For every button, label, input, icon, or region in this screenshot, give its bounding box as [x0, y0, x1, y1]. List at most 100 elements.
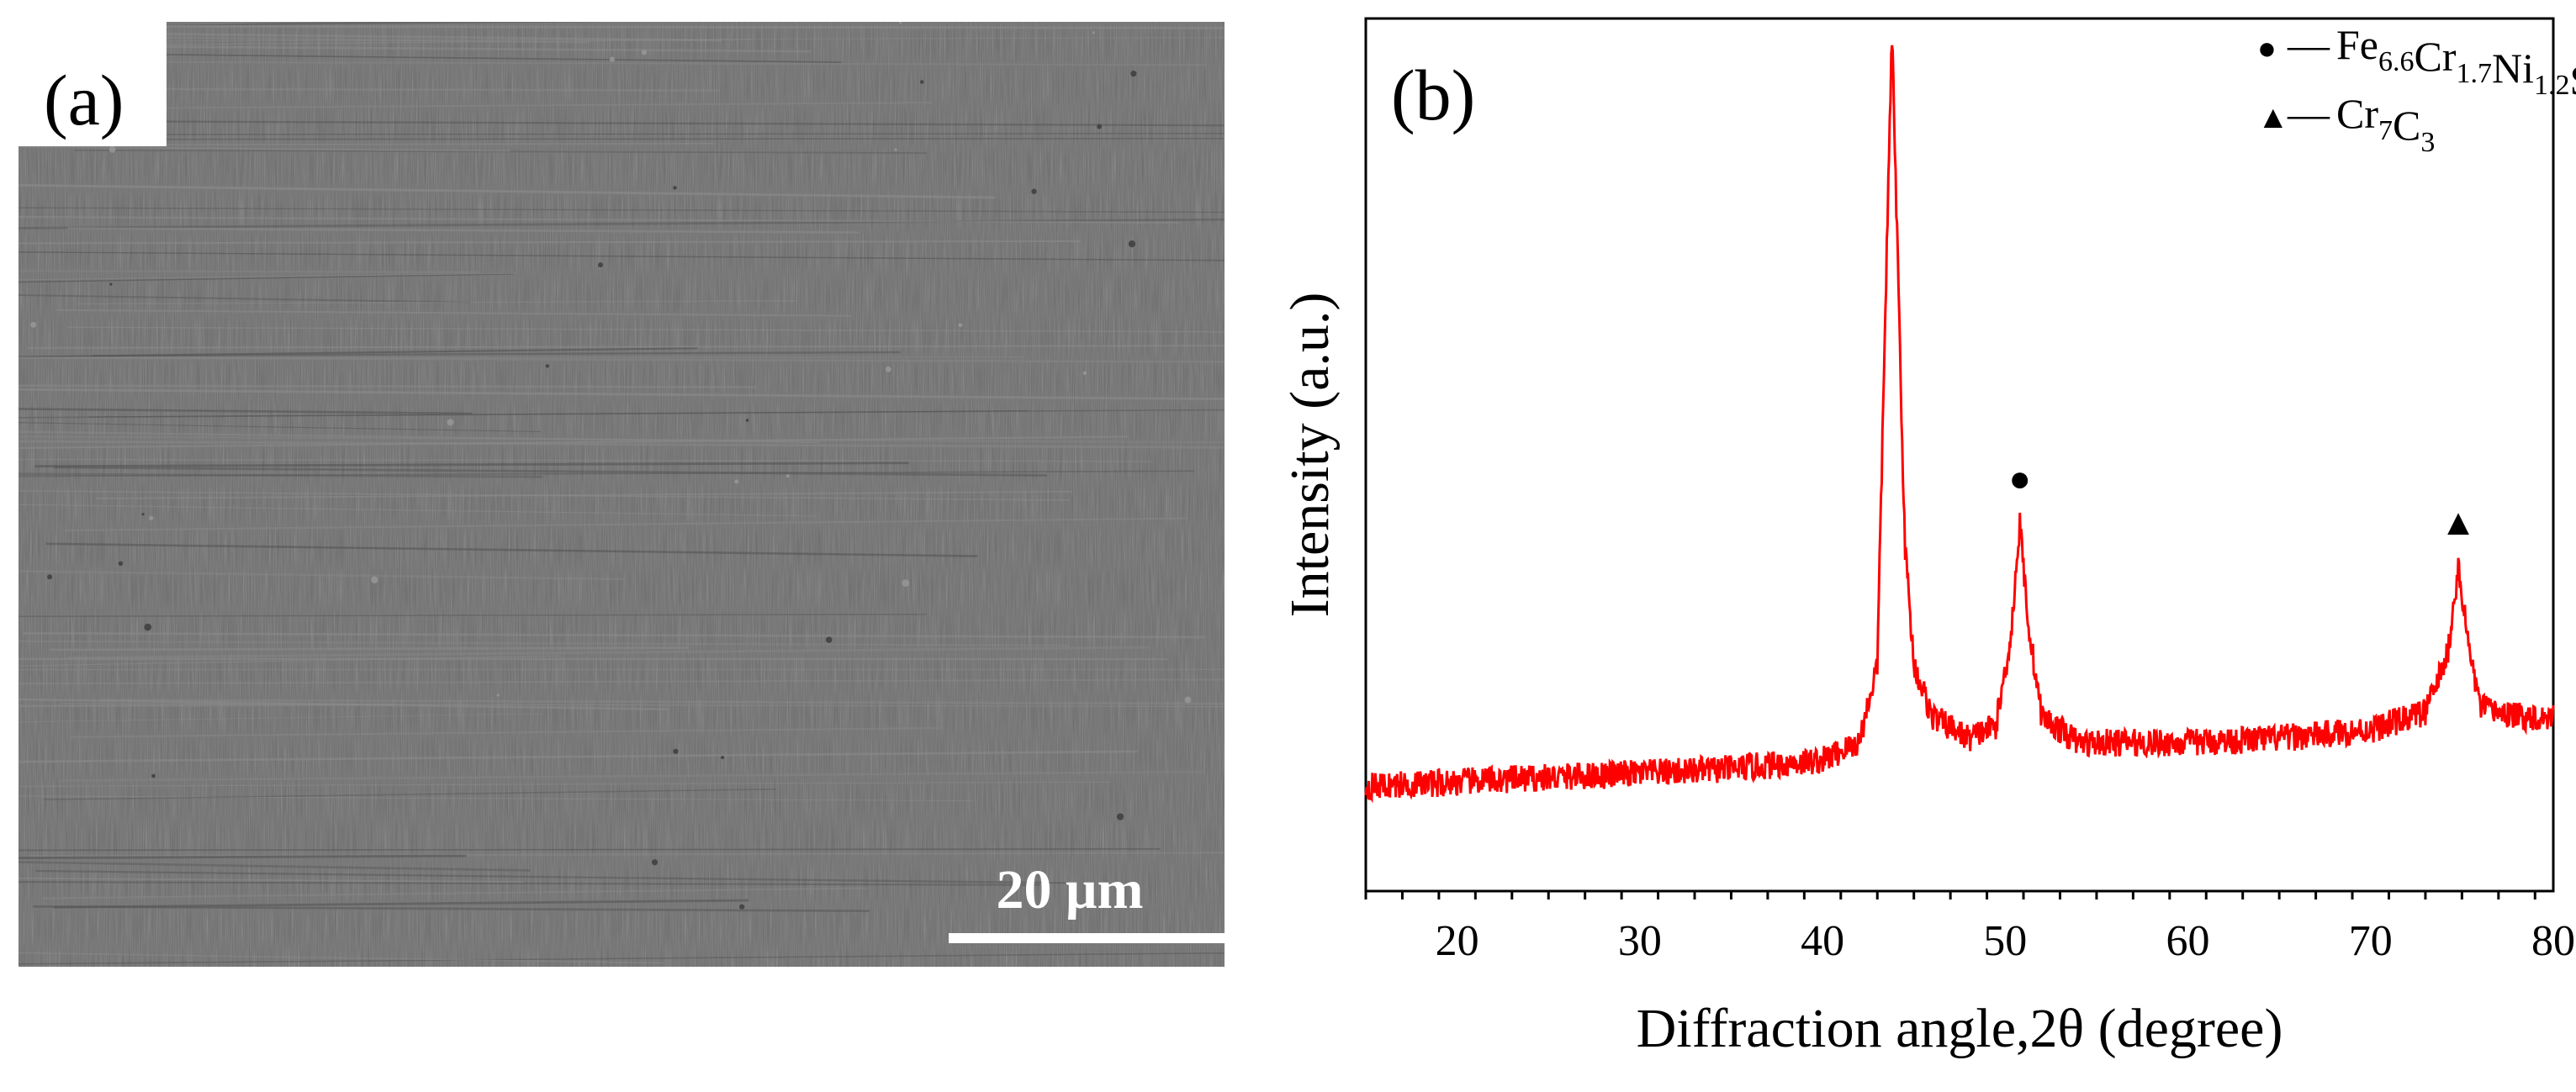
surface-speck — [47, 574, 53, 580]
scale-bar-label: 20 μm — [996, 859, 1144, 921]
x-tick-label: 80 — [2531, 917, 2575, 965]
polishing-streak — [19, 952, 1225, 965]
polishing-streak — [19, 270, 479, 273]
legend-subscript: 1.2 — [2534, 70, 2570, 101]
peak-marker: ● — [2008, 458, 2031, 499]
polishing-streak — [70, 726, 940, 738]
polishing-streak — [19, 881, 1040, 886]
surface-speck — [609, 56, 616, 62]
polishing-streak — [19, 422, 541, 432]
surface-speck — [496, 694, 500, 697]
surface-speck — [1130, 71, 1137, 77]
surface-speck — [785, 473, 790, 478]
polishing-streak — [19, 472, 543, 478]
polishing-streak — [19, 877, 523, 884]
peak-marker: ● — [1880, 0, 1903, 11]
polishing-streak — [27, 345, 1225, 349]
surface-speck — [825, 636, 833, 643]
polishing-streak — [53, 899, 749, 909]
polishing-streak — [67, 227, 860, 234]
peak-marker: ▲ — [2440, 502, 2477, 543]
polishing-streak — [19, 854, 467, 860]
surface-speck — [734, 479, 739, 484]
polishing-streak — [19, 388, 1225, 401]
surface-speck — [109, 282, 113, 286]
polishing-streak — [95, 490, 1072, 499]
legend-element: Si — [2570, 56, 2576, 103]
polishing-streak — [75, 36, 1225, 42]
legend-element: Cr — [2336, 90, 2378, 137]
polishing-streak — [29, 852, 1225, 857]
y-axis-title: Intensity (a.u.) — [1279, 293, 1341, 618]
surface-speck — [597, 262, 603, 268]
sem-micrograph — [19, 22, 1225, 967]
surface-speck — [545, 364, 549, 368]
polishing-streak — [19, 240, 1081, 245]
surface-speck — [1031, 188, 1037, 194]
polishing-streak — [19, 207, 1225, 214]
surface-speck — [673, 186, 677, 190]
legend-dash: — — [2287, 90, 2330, 137]
peak-markers: ● ● ▲ — [1880, 0, 2476, 543]
surface-speck — [149, 515, 154, 521]
polishing-streak — [61, 770, 1204, 782]
polishing-streak — [67, 646, 1150, 659]
polishing-streak — [49, 646, 689, 652]
xrd-chart: 20 30 40 50 60 70 80 ● ● ▲ Diffraction angle,2θ … — [1279, 0, 2576, 1059]
surface-speck — [745, 419, 749, 422]
polishing-streak — [34, 462, 909, 468]
polishing-streak — [88, 409, 1028, 418]
x-tick-label: 50 — [1983, 917, 2027, 965]
plot-frame — [1364, 17, 2555, 893]
polishing-streak — [19, 273, 514, 283]
polishing-streak — [45, 542, 978, 557]
surface-speck — [721, 756, 725, 760]
legend-subscript: 6.6 — [2378, 46, 2415, 77]
surface-speck — [141, 513, 145, 516]
x-tick-label: 40 — [1801, 917, 1844, 965]
polishing-streak — [19, 145, 510, 152]
polishing-streak — [42, 887, 868, 899]
surface-speck — [1082, 371, 1087, 376]
polishing-streak — [35, 869, 1066, 884]
legend-marker: ▲ — [2257, 100, 2289, 135]
polishing-streak — [19, 613, 927, 618]
polishing-streak — [19, 861, 531, 872]
polishing-streak — [19, 848, 1161, 852]
panel-a-label: (a) — [19, 22, 167, 146]
polishing-streak — [64, 517, 1188, 532]
polishing-streak — [19, 138, 1225, 140]
surface-speck — [652, 859, 659, 866]
polishing-streak — [19, 408, 473, 415]
sem-image-panel: (a) 20 μm — [19, 22, 1225, 967]
polishing-streak — [100, 699, 1225, 705]
polishing-streaks — [19, 22, 1225, 965]
polishing-streak — [19, 119, 1225, 127]
surface-speck — [371, 576, 378, 583]
surface-speck — [1092, 31, 1095, 34]
polishing-streak — [32, 905, 870, 912]
surface-speck — [899, 22, 902, 24]
polishing-streak — [77, 300, 798, 305]
polishing-streak — [66, 326, 1225, 333]
legend-element: Ni — [2492, 45, 2534, 92]
surface-speck — [118, 561, 124, 567]
x-tick-label: 60 — [2166, 917, 2210, 965]
polishing-streak — [19, 34, 590, 44]
polishing-streak — [19, 795, 974, 802]
x-axis-title: Diffraction angle,2θ (degree) — [1637, 998, 2283, 1059]
polishing-streak — [19, 294, 470, 303]
surface-speck — [447, 419, 454, 426]
surface-speck — [1184, 696, 1192, 704]
polishing-streak — [53, 466, 1047, 477]
polishing-streak — [92, 32, 722, 42]
surface-speck — [919, 80, 924, 84]
legend-dash: — — [2287, 21, 2330, 68]
legend-subscript: 7 — [2378, 115, 2393, 146]
legend: ●—Fe6.6Cr1.7Ni1.2Si0.2Mo0.1▲—Cr7C3 — [2257, 21, 2576, 158]
polishing-streak — [19, 698, 669, 711]
polishing-streak — [23, 631, 1207, 639]
surface-speck — [673, 748, 679, 754]
polishing-streak — [19, 183, 996, 199]
polishing-streak — [19, 440, 1225, 449]
